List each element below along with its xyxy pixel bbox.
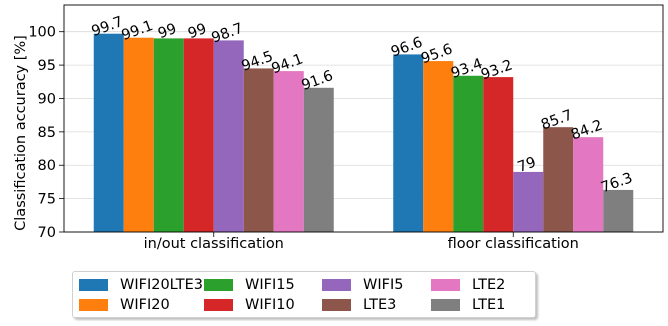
legend-label: LTE1: [472, 297, 506, 313]
legend-label: WIFI20: [120, 297, 170, 313]
legend-swatch: [431, 299, 460, 311]
plot-frame: [63, 4, 664, 233]
legend-label: LTE3: [363, 297, 397, 313]
legend-item: WIFI10: [204, 296, 295, 314]
legend-item: WIFI5: [322, 276, 403, 294]
x-tick-label: in/out classification: [144, 236, 284, 252]
bar: [573, 137, 604, 232]
bar: [93, 33, 124, 232]
data-label: 79: [515, 154, 538, 175]
bar: [543, 127, 574, 232]
bar: [243, 68, 274, 232]
bar: [483, 77, 514, 232]
legend-label: WIFI5: [363, 277, 404, 293]
legend-item: WIFI15: [204, 276, 295, 294]
bar: [213, 40, 244, 232]
legend-label: WIFI15: [245, 277, 295, 293]
bar: [603, 189, 634, 232]
legend-item: LTE2: [431, 276, 505, 294]
legend-label: WIFI20LTE3: [120, 277, 204, 293]
bar: [453, 75, 484, 232]
legend-label: LTE2: [472, 277, 506, 293]
legend-item: LTE1: [431, 296, 505, 314]
y-tick-label: 70: [38, 225, 56, 241]
y-tick-label: 75: [38, 192, 56, 208]
bar: [513, 171, 544, 232]
legend-item: LTE3: [322, 296, 396, 314]
bar: [183, 38, 214, 232]
y-tick-label: 95: [38, 58, 56, 74]
legend-item: WIFI20: [79, 296, 170, 314]
y-tick-label: 100: [28, 25, 56, 41]
bar: [393, 54, 424, 232]
bar: [273, 71, 304, 232]
legend-item: WIFI20LTE3: [79, 276, 203, 294]
y-tick-label: 90: [38, 91, 56, 107]
y-axis-title: Classification accuracy [%]: [13, 35, 29, 231]
x-tick-label: floor classification: [448, 236, 579, 252]
legend-swatch: [322, 279, 351, 291]
data-label: 99: [186, 21, 209, 42]
legend-swatch: [204, 299, 233, 311]
y-tick-label: 85: [38, 125, 56, 141]
legend-swatch: [79, 299, 108, 311]
y-tick-label: 80: [38, 158, 56, 174]
axes-layer: 70 75 80 85 90 95 100 in/out classification floo…: [28, 4, 664, 252]
legend-swatch: [204, 279, 233, 291]
legend-label: WIFI10: [245, 297, 295, 313]
bar: [153, 38, 184, 232]
bar: [123, 37, 154, 232]
legend: WIFI20LTE3 WIFI20 WIFI15 WIFI10 WIFI5 LTE3 LTE…: [72, 271, 536, 318]
bar: [303, 87, 334, 232]
bar-layer: [93, 33, 634, 232]
legend-swatch: [322, 299, 351, 311]
data-label: 99: [156, 21, 179, 42]
legend-swatch: [79, 279, 108, 291]
bar: [423, 61, 454, 232]
legend-swatch: [431, 279, 460, 291]
